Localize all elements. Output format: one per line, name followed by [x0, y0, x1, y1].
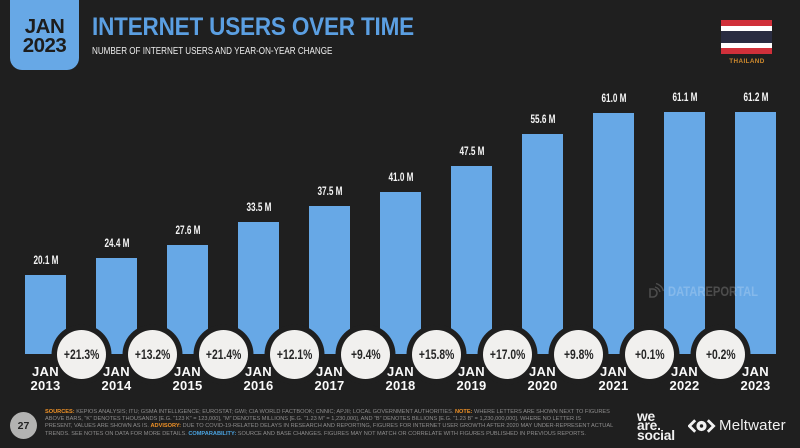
svg-text:DATAREPORTAL: DATAREPORTAL: [668, 284, 758, 299]
